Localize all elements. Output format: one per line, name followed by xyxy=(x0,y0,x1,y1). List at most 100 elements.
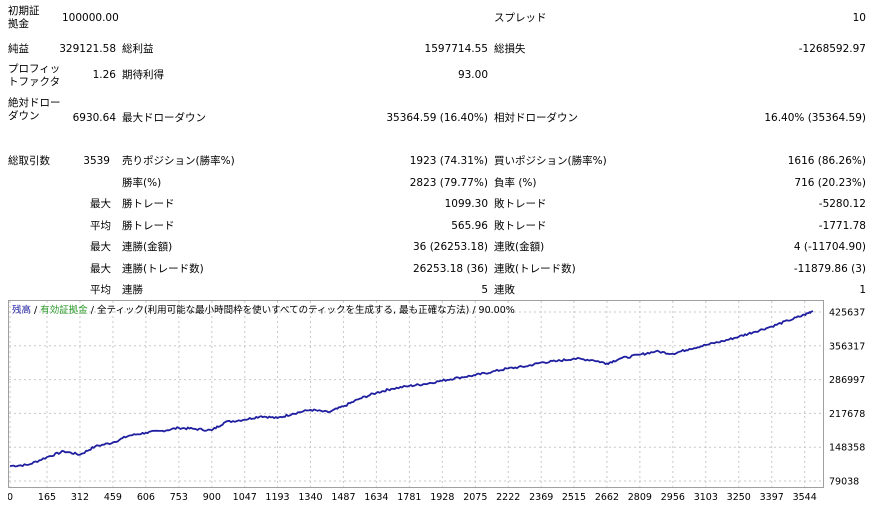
max-consecutive-loss-label: 連敗(トレード数) xyxy=(494,263,576,275)
spread-value: 10 xyxy=(852,12,866,24)
maximal-drawdown-value: 35364.59 (16.40%) xyxy=(386,112,488,124)
legend-separator: / xyxy=(31,305,40,316)
average-loss-value: -1771.78 xyxy=(818,220,866,232)
total-trades-label: 総取引数 xyxy=(8,155,50,167)
x-tick-label: 2075 xyxy=(463,492,487,503)
modelling-quality: / 90.00% xyxy=(469,305,514,316)
y-axis: 425637 356317 286997 217678 148358 79038 xyxy=(829,308,865,488)
x-tick-label: 2956 xyxy=(661,492,685,503)
y-tick-label: 148358 xyxy=(829,443,865,454)
average-consecutive-wins-label: 連勝 xyxy=(122,284,143,296)
legend-equity: 有効証拠金 xyxy=(40,304,88,316)
series-layer xyxy=(9,310,814,468)
max-consecutive-profit-value: 26253.18 (36) xyxy=(413,263,488,275)
expected-payoff-label: 期待利得 xyxy=(122,69,164,81)
x-tick-label: 0 xyxy=(8,492,13,503)
largest-loss-value: -5280.12 xyxy=(818,198,866,210)
x-tick-label: 3250 xyxy=(727,492,751,503)
win-rate-label: 勝率(%) xyxy=(122,177,162,189)
max-consecutive-loss-value: -11879.86 (3) xyxy=(793,263,866,275)
max-consecutive-profit-label: 連勝(トレード数) xyxy=(122,263,204,275)
maximal-drawdown-label: 最大ドローダウン xyxy=(122,112,206,124)
spread-label: スプレッド xyxy=(494,12,547,24)
x-tick-label: 753 xyxy=(170,492,188,503)
gross-profit-label: 総利益 xyxy=(122,43,154,55)
max-label: 最大 xyxy=(90,198,111,210)
y-tick-label: 425637 xyxy=(829,308,865,319)
loss-rate-value: 716 (20.23%) xyxy=(794,177,866,189)
long-positions-value: 1616 (86.26%) xyxy=(787,155,866,167)
gross-profit-value: 1597714.55 xyxy=(424,43,488,55)
plot-frame xyxy=(8,300,824,488)
largest-win-label: 勝トレード xyxy=(122,198,175,210)
x-tick-label: 2809 xyxy=(628,492,652,503)
avg-label: 平均 xyxy=(90,284,111,296)
x-tick-label: 3397 xyxy=(760,492,784,503)
grid-lines xyxy=(9,301,823,487)
modelling-mode: 全ティック(利用可能な最小時間枠を使いすべてのティックを生成する, 最も正確な方… xyxy=(97,304,469,316)
y-tick-label: 356317 xyxy=(829,341,865,352)
x-tick-label: 459 xyxy=(104,492,122,503)
x-tick-label: 1047 xyxy=(233,492,257,503)
profit-factor-label: プロフィットファクタ xyxy=(8,63,61,88)
net-profit-label: 純益 xyxy=(8,43,29,55)
relative-drawdown-value: 16.40% (35364.59) xyxy=(764,112,866,124)
balance-chart-svg: 425637 356317 286997 217678 148358 79038 0 165… xyxy=(7,300,865,503)
average-consecutive-wins-value: 5 xyxy=(481,284,488,296)
max-consecutive-losses-label: 連敗(金額) xyxy=(494,241,545,253)
x-tick-label: 1928 xyxy=(430,492,454,503)
x-tick-label: 165 xyxy=(38,492,56,503)
initial-deposit-value: 100000.00 xyxy=(62,12,119,24)
legend-balance: 残高 xyxy=(12,304,31,316)
x-tick-label: 1340 xyxy=(298,492,322,503)
x-tick-label: 2515 xyxy=(562,492,586,503)
net-profit-value: 329121.58 xyxy=(59,43,116,55)
x-tick-label: 3544 xyxy=(793,492,817,503)
max-consecutive-wins-value: 36 (26253.18) xyxy=(413,241,488,253)
balance-line xyxy=(9,310,814,468)
chart-header: 残高 / 有効証拠金 / 全ティック(利用可能な最小時間枠を使いすべてのティック… xyxy=(12,304,515,316)
average-win-label: 勝トレード xyxy=(122,220,175,232)
x-tick-label: 1193 xyxy=(265,492,289,503)
short-positions-label: 売りポジション(勝率%) xyxy=(122,155,235,167)
x-tick-label: 1781 xyxy=(397,492,421,503)
x-tick-label: 312 xyxy=(71,492,89,503)
average-consecutive-losses-label: 連敗 xyxy=(494,284,515,296)
total-trades-value: 3539 xyxy=(83,155,110,167)
largest-win-value: 1099.30 xyxy=(444,198,488,210)
expected-payoff-value: 93.00 xyxy=(457,69,488,81)
x-tick-label: 2369 xyxy=(529,492,553,503)
relative-drawdown-label: 相対ドローダウン xyxy=(494,112,578,124)
x-tick-label: 1634 xyxy=(364,492,388,503)
absolute-drawdown-label: 絶対ドローダウン xyxy=(8,97,61,122)
absolute-drawdown-value: 6930.64 xyxy=(72,112,116,124)
short-positions-value: 1923 (74.31%) xyxy=(409,155,488,167)
profit-factor-value: 1.26 xyxy=(92,69,116,81)
loss-rate-label: 負率 (%) xyxy=(494,177,537,189)
max-consecutive-losses-value: 4 (-11704.90) xyxy=(793,241,866,253)
average-consecutive-losses-value: 1 xyxy=(859,284,866,296)
balance-chart: 425637 356317 286997 217678 148358 79038 0 165… xyxy=(7,300,874,506)
win-rate-value: 2823 (79.77%) xyxy=(409,177,488,189)
gross-loss-value: -1268592.97 xyxy=(798,43,866,55)
largest-loss-label: 敗トレード xyxy=(494,198,547,210)
x-tick-label: 2662 xyxy=(595,492,619,503)
max-label: 最大 xyxy=(90,263,111,275)
x-tick-label: 900 xyxy=(203,492,221,503)
average-win-value: 565.96 xyxy=(451,220,488,232)
x-tick-label: 3103 xyxy=(694,492,718,503)
max-label: 最大 xyxy=(90,241,111,253)
initial-deposit-label: 初期証拠金 xyxy=(8,5,40,30)
max-consecutive-wins-label: 連勝(金額) xyxy=(122,241,173,253)
long-positions-label: 買いポジション(勝率%) xyxy=(494,155,607,167)
x-tick-label: 606 xyxy=(137,492,155,503)
average-loss-label: 敗トレード xyxy=(494,220,547,232)
gross-loss-label: 総損失 xyxy=(494,43,526,55)
x-tick-label: 2222 xyxy=(496,492,520,503)
y-tick-label: 286997 xyxy=(829,375,865,386)
legend-separator: / xyxy=(88,305,97,316)
x-axis: 0 165 312 459 606 753 900 1047 1193 1340 1487 1634 1… xyxy=(7,492,817,503)
avg-label: 平均 xyxy=(90,220,111,232)
x-tick-label: 1487 xyxy=(331,492,355,503)
y-tick-label: 79038 xyxy=(829,477,859,488)
